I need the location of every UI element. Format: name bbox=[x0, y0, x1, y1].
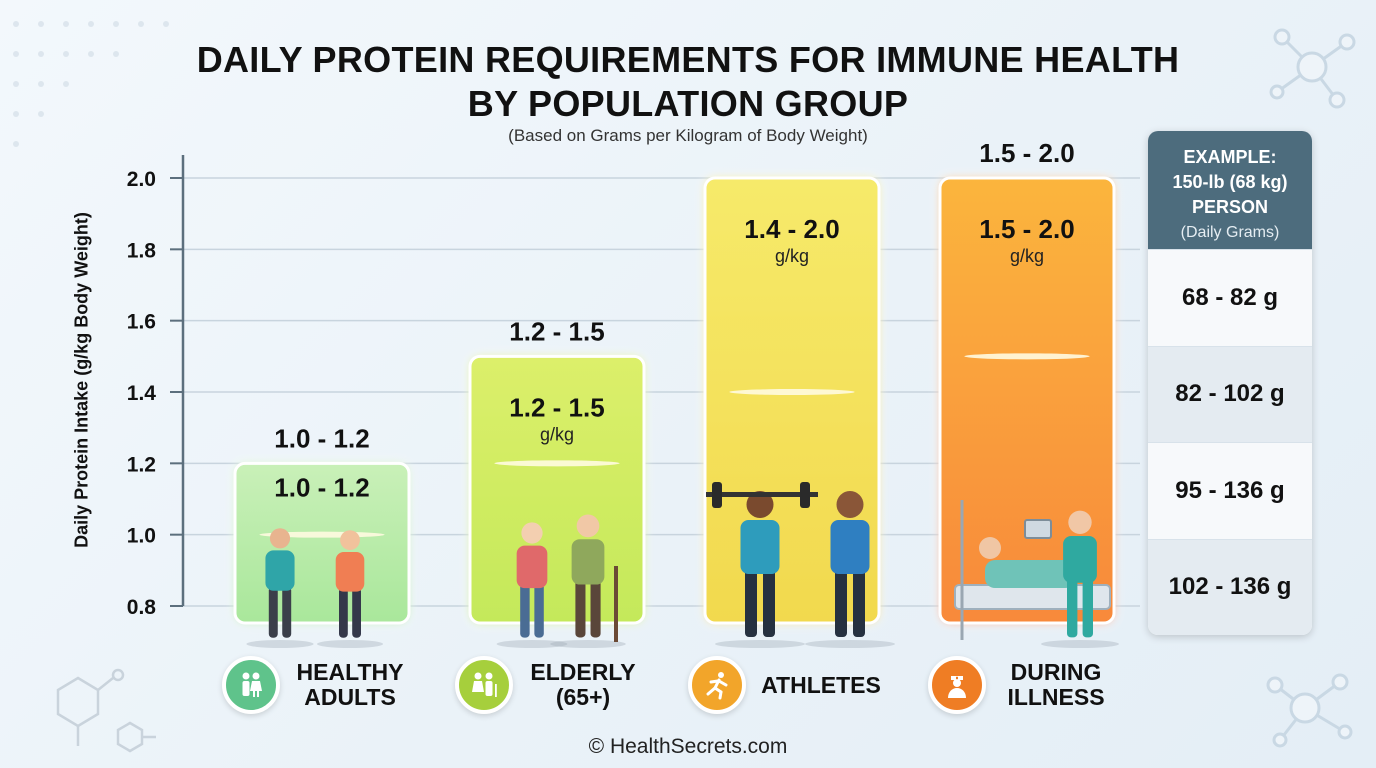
nurse-icon bbox=[928, 656, 986, 714]
bar-top-label: 1.2 - 1.5 bbox=[509, 316, 604, 346]
chart-title: DAILY PROTEIN REQUIREMENTS FOR IMMUNE HE… bbox=[0, 38, 1376, 126]
bar-inner-label: 1.4 - 2.0 bbox=[744, 214, 839, 244]
barbell-plate bbox=[800, 482, 810, 508]
couple-icon bbox=[222, 656, 280, 714]
y-tick-label: 1.4 bbox=[127, 382, 157, 405]
bars: 1.0 - 1.21.0 - 1.21.2 - 1.51.2 - 1.5g/kg… bbox=[233, 138, 1116, 625]
bar-inner-label: 1.0 - 1.2 bbox=[274, 472, 369, 502]
elderly-couple-icon bbox=[455, 656, 513, 714]
hexagon-molecule-icon-bottom-left bbox=[56, 668, 156, 753]
barbell bbox=[706, 492, 818, 497]
nurse-figure bbox=[1041, 510, 1119, 648]
bar-inner-unit: g/kg bbox=[775, 246, 809, 266]
title-line-2: BY POPULATION GROUP bbox=[467, 83, 909, 124]
category-during-illness: DURING ILLNESS bbox=[928, 656, 1116, 714]
bar bbox=[703, 176, 881, 625]
bar-inner-unit: g/kg bbox=[1010, 246, 1044, 266]
bar-group: 1.5 - 2.01.5 - 2.0g/kg bbox=[938, 138, 1116, 625]
example-row-elderly: 82 - 102 g bbox=[1148, 345, 1312, 442]
bar-inner-label: 1.5 - 2.0 bbox=[979, 214, 1074, 244]
walking-cane bbox=[614, 566, 618, 642]
category-label-during-illness: DURING ILLNESS bbox=[1007, 659, 1105, 710]
y-axis-label: Daily Protein Intake (g/kg Body Weight) bbox=[71, 212, 92, 548]
y-tick-label: 1.8 bbox=[127, 239, 157, 262]
patient-blanket bbox=[985, 560, 1075, 588]
elderly-man-figure bbox=[550, 514, 626, 648]
example-table: EXAMPLE: 150-lb (68 kg) PERSON (Daily Gr… bbox=[1148, 131, 1312, 635]
low-bound-marker bbox=[494, 460, 620, 467]
low-bound-marker bbox=[729, 389, 855, 395]
bar-top-label: 1.5 - 2.0 bbox=[979, 138, 1074, 168]
patient-head bbox=[979, 537, 1001, 559]
elderly-woman-figure bbox=[496, 522, 568, 648]
low-bound-marker bbox=[964, 353, 1090, 360]
bar-group: 1.0 - 1.2 1.0 - 1.2 bbox=[233, 423, 411, 625]
sprinter-figure bbox=[805, 491, 895, 648]
molecule-icon-top-right bbox=[1269, 28, 1356, 109]
barbell-plate bbox=[712, 482, 722, 508]
runner-woman-figure bbox=[317, 530, 383, 648]
runner-man-figure bbox=[246, 528, 314, 648]
category-elderly: ELDERLY (65+) bbox=[455, 656, 643, 714]
y-tick-label: 0.8 bbox=[127, 596, 157, 619]
category-healthy-adults: HEALTHY ADULTS bbox=[222, 656, 410, 714]
example-row-healthy-adults: 68 - 82 g bbox=[1148, 249, 1312, 346]
category-label-athletes: ATHLETES bbox=[761, 671, 881, 698]
bar-top-label: 1.0 - 1.2 bbox=[274, 423, 369, 453]
bar-inner-unit: g/kg bbox=[540, 424, 574, 444]
bar-group: 1.4 - 2.0g/kg bbox=[703, 176, 881, 625]
molecule-icon-bottom-right bbox=[1266, 673, 1353, 748]
chart-subtitle: (Based on Grams per Kilogram of Body Wei… bbox=[508, 126, 868, 145]
running-icon bbox=[688, 656, 746, 714]
weightlifter-figure bbox=[715, 491, 805, 648]
category-athletes: ATHLETES bbox=[688, 656, 886, 714]
y-tick-label: 1.2 bbox=[127, 453, 156, 476]
example-row-during-illness: 102 - 136 g bbox=[1148, 538, 1312, 635]
dot-pattern-top-left bbox=[13, 21, 169, 147]
y-tick-label: 2.0 bbox=[127, 168, 156, 191]
bar bbox=[938, 176, 1116, 625]
category-label-healthy-adults: HEALTHY ADULTS bbox=[296, 659, 404, 710]
credit-text: © HealthSecrets.com bbox=[588, 735, 788, 758]
people-illustrations bbox=[246, 482, 1119, 648]
example-row-athletes: 95 - 136 g bbox=[1148, 442, 1312, 539]
monitor-screen bbox=[1024, 519, 1052, 539]
y-tick-label: 1.0 bbox=[127, 525, 156, 548]
example-table-header: EXAMPLE: 150-lb (68 kg) PERSON (Daily Gr… bbox=[1148, 131, 1312, 249]
title-line-1: DAILY PROTEIN REQUIREMENTS FOR IMMUNE HE… bbox=[196, 39, 1180, 80]
category-label-elderly: ELDERLY (65+) bbox=[530, 659, 636, 710]
bar-inner-label: 1.2 - 1.5 bbox=[509, 392, 604, 422]
y-axis-ticks: 0.8 1.0 1.2 1.4 1.6 1.8 2.0 bbox=[127, 168, 183, 619]
y-tick-label: 1.6 bbox=[127, 311, 156, 334]
